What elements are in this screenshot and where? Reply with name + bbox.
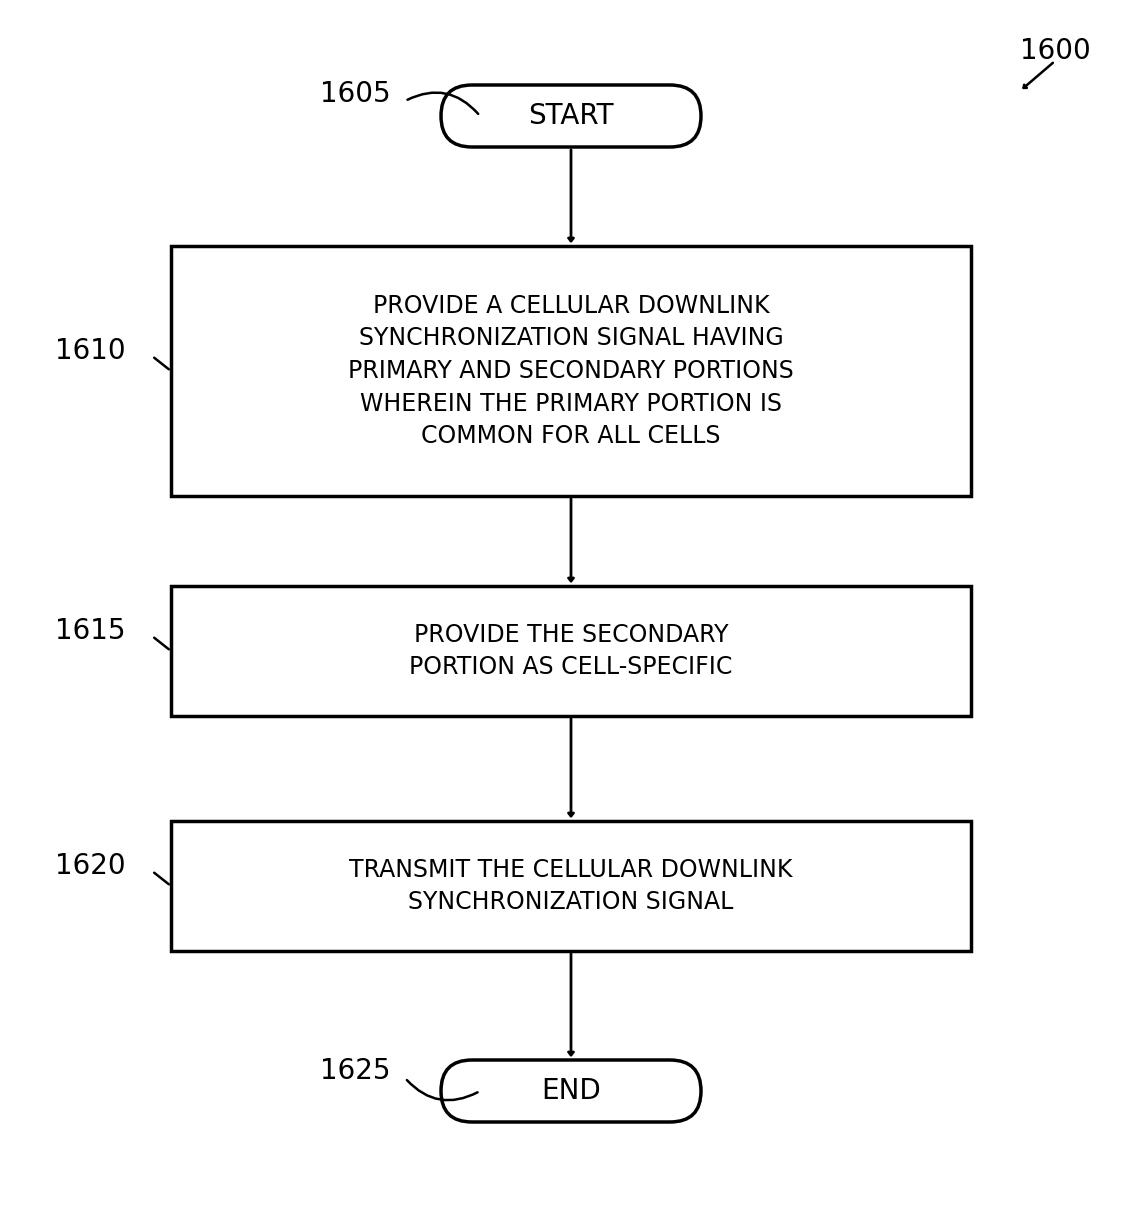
Text: PROVIDE THE SECONDARY
PORTION AS CELL-SPECIFIC: PROVIDE THE SECONDARY PORTION AS CELL-SP…: [409, 622, 733, 679]
Text: START: START: [529, 103, 613, 130]
Text: TRANSMIT THE CELLULAR DOWNLINK
SYNCHRONIZATION SIGNAL: TRANSMIT THE CELLULAR DOWNLINK SYNCHRONI…: [349, 857, 793, 914]
Bar: [171, 246, 971, 496]
Text: 1620: 1620: [55, 851, 126, 880]
Text: 1605: 1605: [320, 80, 391, 109]
Text: 1610: 1610: [55, 336, 126, 365]
Text: 1615: 1615: [55, 617, 126, 645]
Text: 1625: 1625: [320, 1056, 391, 1085]
Text: 1600: 1600: [1020, 37, 1091, 65]
FancyBboxPatch shape: [441, 1060, 701, 1122]
Text: PROVIDE A CELLULAR DOWNLINK
SYNCHRONIZATION SIGNAL HAVING
PRIMARY AND SECONDARY : PROVIDE A CELLULAR DOWNLINK SYNCHRONIZAT…: [348, 294, 794, 449]
Bar: [171, 821, 971, 952]
Bar: [171, 586, 971, 716]
FancyBboxPatch shape: [441, 84, 701, 147]
Text: END: END: [541, 1077, 601, 1105]
